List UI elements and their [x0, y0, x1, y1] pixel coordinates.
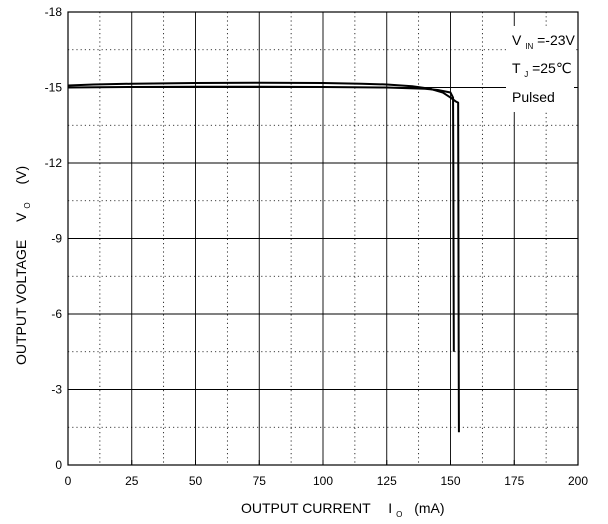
x-tick-label: 100	[313, 474, 333, 488]
annotation-tj-symbol: T	[512, 60, 521, 76]
x-tick-label: 200	[568, 474, 588, 488]
x-axis-label: OUTPUT CURRENT I O (mA)	[241, 500, 445, 520]
annotation-tj-value: =25℃	[532, 60, 571, 76]
y-axis-title: OUTPUT VOLTAGE	[13, 240, 29, 365]
x-tick-label: 25	[125, 474, 139, 488]
x-axis-title: OUTPUT CURRENT	[241, 500, 371, 516]
x-axis-symbol-sub: O	[396, 510, 402, 519]
minor-grid	[68, 12, 578, 465]
y-axis-symbol: V	[13, 212, 29, 222]
annotation-tj: T J =25℃	[512, 60, 572, 80]
x-tick-label: 175	[504, 474, 524, 488]
y-axis-unit: (V)	[13, 166, 29, 185]
x-axis-unit: (mA)	[414, 500, 444, 516]
y-tick-label: -9	[51, 232, 62, 246]
annotation-pulsed: Pulsed	[512, 89, 555, 105]
x-tick-label: 125	[377, 474, 397, 488]
y-tick-label: -18	[45, 5, 63, 19]
series-line-2	[67, 85, 455, 352]
annotation-vin-symbol: V	[512, 32, 522, 48]
annotation-tj-sub: J	[524, 70, 528, 79]
y-tick-label: 0	[55, 458, 62, 472]
x-tick-label: 0	[65, 474, 72, 488]
annotation-background	[506, 26, 574, 112]
y-axis-symbol-sub: O	[23, 202, 32, 208]
x-axis-symbol: I	[388, 500, 392, 516]
y-tick-label: -6	[51, 307, 62, 321]
major-grid	[68, 12, 578, 465]
y-axis-label: OUTPUT VOLTAGE V O (V)	[13, 166, 33, 365]
x-tick-labels: 0 25 50 75 100 125 150 175 200	[65, 460, 588, 488]
annotation-vin-sub: IN	[525, 42, 533, 51]
x-tick-label: 150	[440, 474, 460, 488]
series-lines	[67, 81, 460, 433]
x-tick-label: 75	[253, 474, 267, 488]
x-tick-label: 50	[189, 474, 203, 488]
y-tick-label: -15	[45, 81, 63, 95]
y-tick-label: -12	[45, 156, 63, 170]
annotation-vin: V IN =-23V	[512, 32, 576, 52]
y-tick-label: -3	[51, 383, 62, 397]
series-line-1	[67, 81, 460, 433]
annotation-box	[506, 26, 574, 112]
annotation-vin-value: =-23V	[537, 32, 575, 48]
y-tick-labels: 0 -3 -6 -9 -12 -15 -18	[45, 5, 73, 472]
